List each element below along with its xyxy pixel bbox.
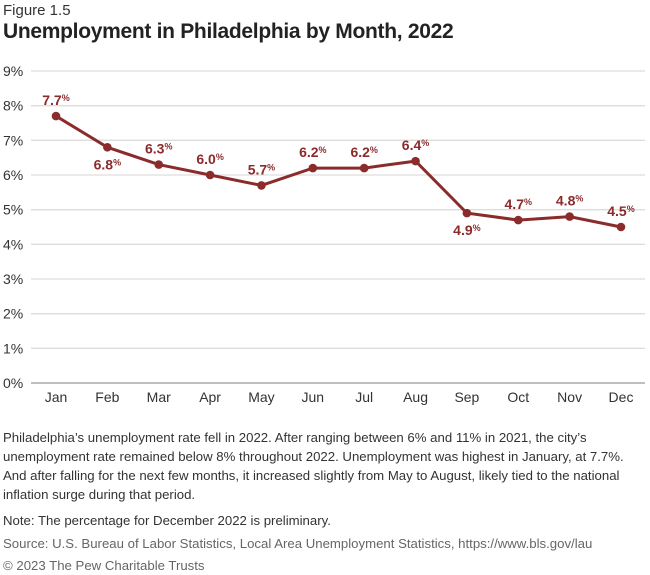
y-tick-label: 3% [3, 271, 23, 287]
data-label: 6.3% [145, 141, 172, 157]
data-point [205, 170, 215, 180]
x-tick-label: May [248, 389, 274, 405]
x-tick-label: Nov [557, 389, 582, 405]
data-label: 6.2% [299, 144, 326, 160]
x-tick-label: Apr [199, 389, 221, 405]
x-tick-label: Jul [355, 389, 373, 405]
y-tick-label: 1% [3, 340, 23, 356]
x-tick-label: Sep [454, 389, 479, 405]
data-label: 6.2% [350, 144, 377, 160]
x-tick-label: Jun [302, 389, 325, 405]
data-label: 4.7% [505, 196, 532, 212]
data-label: 7.7% [42, 92, 69, 108]
copyright: © 2023 The Pew Charitable Trusts [3, 558, 205, 573]
note: Note: The percentage for December 2022 i… [3, 513, 331, 528]
data-point [359, 163, 369, 173]
data-label: 4.9% [453, 222, 480, 238]
figure-label: Figure 1.5 [3, 2, 71, 19]
source: Source: U.S. Bureau of Labor Statistics,… [3, 536, 593, 551]
y-tick-label: 4% [3, 236, 23, 252]
y-tick-label: 8% [3, 98, 23, 114]
data-label: 6.8% [94, 156, 121, 172]
x-tick-label: Aug [403, 389, 428, 405]
data-label: 6.0% [196, 151, 223, 167]
y-tick-label: 9% [3, 63, 23, 79]
data-point [103, 142, 112, 152]
line-chart: 0% 1% 2% 3% 4% 5% 6% 7% 8% 9% Jan Feb Mar Apr May Jun Ju… [3, 63, 645, 405]
x-tick-label: Feb [95, 389, 119, 405]
data-point [308, 163, 318, 173]
y-tick-label: 2% [3, 306, 23, 322]
x-tick-label: Oct [507, 389, 529, 405]
data-point [513, 215, 523, 225]
data-point [154, 160, 164, 169]
description: Philadelphia’s unemployment rate fell in… [3, 430, 624, 502]
y-tick-label: 7% [3, 132, 23, 148]
y-tick-label: 0% [3, 375, 23, 391]
data-point [616, 222, 626, 232]
chart-title: Unemployment in Philadelphia by Month, 2… [3, 20, 454, 43]
y-tick-label: 5% [3, 202, 23, 218]
data-point [257, 181, 266, 190]
data-label: 6.4% [402, 137, 429, 153]
x-tick-label: Mar [147, 389, 171, 405]
y-tick-label: 6% [3, 167, 23, 183]
data-label: 5.7% [248, 161, 275, 177]
data-label: 4.5% [607, 203, 634, 219]
data-point [51, 111, 61, 121]
x-tick-label: Dec [609, 389, 634, 405]
data-point [411, 156, 420, 166]
data-point [565, 212, 574, 221]
x-tick-label: Jan [45, 389, 68, 405]
data-point [462, 208, 472, 218]
series-line [55, 114, 622, 229]
data-label: 4.8% [556, 193, 583, 209]
